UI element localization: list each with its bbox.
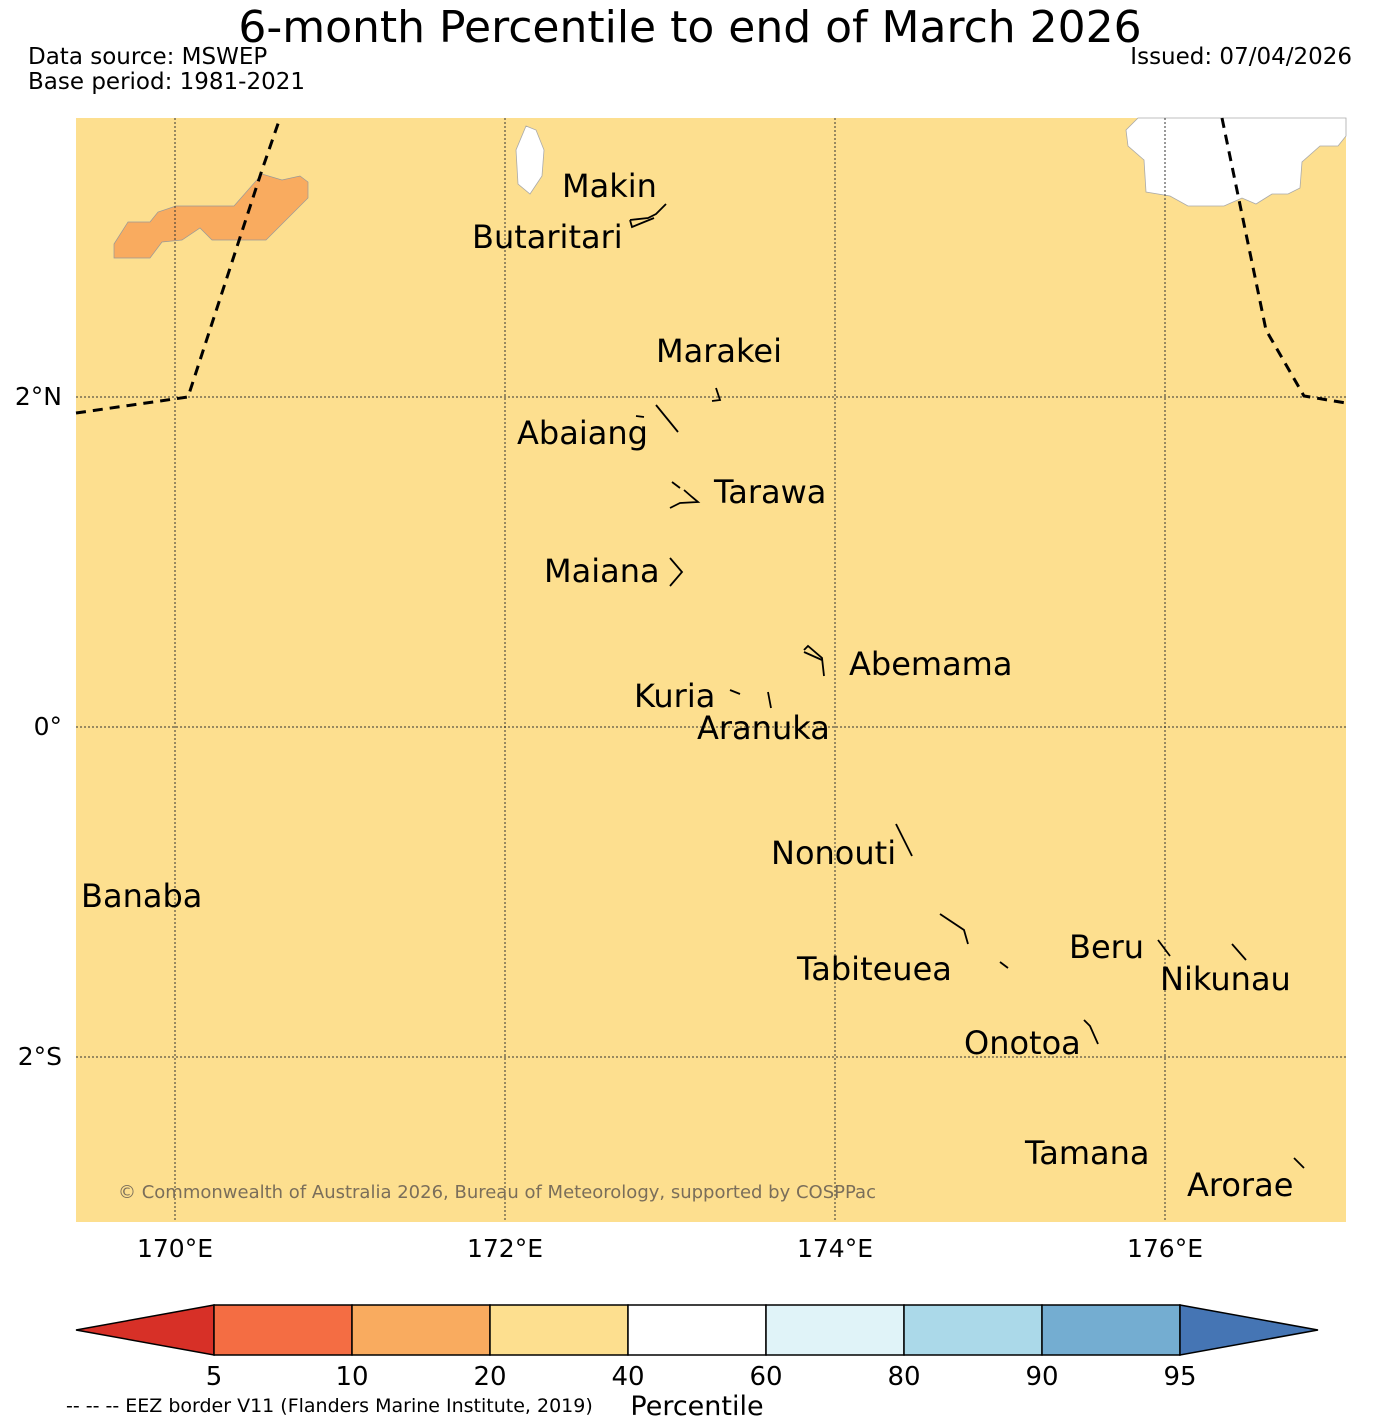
island-aranuka: [767, 691, 772, 709]
island-label-nikunau: Nikunau: [1160, 960, 1291, 998]
percentile-10-20-patch: [113, 173, 309, 259]
island-label-aranuka: Aranuka: [697, 709, 830, 747]
colorbar-tick-60: 60: [749, 1362, 782, 1392]
copyright-notice: © Commonwealth of Australia 2026, Bureau…: [118, 1182, 876, 1203]
white-region-northeast: [1125, 117, 1347, 207]
longitude-labels: 170°E 172°E 174°E 176°E: [137, 1234, 1203, 1263]
colorbar-segment-5-10: [213, 1304, 353, 1356]
island-onotoa: [1083, 1019, 1099, 1045]
island-label-tamana: Tamana: [1024, 1134, 1150, 1172]
issued-date: Issued: 07/04/2026: [1130, 44, 1352, 70]
colorbar-tick-95: 95: [1163, 1362, 1196, 1392]
island-beru: [1157, 939, 1171, 957]
eez-border-note: -- -- -- EEZ border V11 (Flanders Marine…: [66, 1395, 593, 1417]
island-nonouti: [895, 823, 913, 857]
colorbar: 5 10 20 40 60 80 90 95 Percentile: [75, 1304, 1319, 1422]
eez-border-west: [75, 117, 282, 415]
colorbar-tick-5: 5: [206, 1362, 223, 1392]
white-region-north: [515, 125, 545, 195]
lon-label-172e: 172°E: [467, 1234, 543, 1263]
island-abemama: [803, 644, 825, 677]
colorbar-segment-90-95: [1041, 1304, 1181, 1356]
island-butaritari: [629, 203, 667, 229]
island-tabiteuea-north: [939, 913, 969, 945]
island-outlines: [629, 203, 1305, 1169]
colorbar-tick-10: 10: [335, 1362, 368, 1392]
base-period: Base period: 1981-2021: [28, 69, 306, 95]
island-label-arorae: Arorae: [1187, 1166, 1293, 1204]
colorbar-tick-80: 80: [887, 1362, 920, 1392]
map-title: 6-month Percentile to end of March 2026: [238, 2, 1142, 53]
eez-borders: [75, 117, 1347, 415]
island-label-onotoa: Onotoa: [964, 1024, 1081, 1062]
colorbar-extend-low: [75, 1304, 215, 1356]
lat-label-0: 0°: [34, 712, 62, 741]
data-source: Data source: MSWEP: [28, 44, 268, 70]
island-label-butaritari: Butaritari: [472, 218, 623, 256]
island-abaiang: [655, 404, 679, 433]
colorbar-segment-60-80: [765, 1304, 905, 1356]
colorbar-segment-20-40: [489, 1304, 629, 1356]
island-label-abemama: Abemama: [849, 645, 1012, 683]
island-label-nonouti: Nonouti: [771, 834, 896, 872]
island-maiana: [669, 557, 684, 587]
island-marakei: [711, 387, 722, 402]
island-tarawa: [669, 481, 701, 509]
colorbar-extend-high: [1179, 1304, 1319, 1356]
colorbar-title: Percentile: [630, 1391, 763, 1422]
island-label-marakei: Marakei: [656, 332, 782, 370]
lat-label-2n: 2°N: [15, 382, 62, 411]
colorbar-tick-labels: 5 10 20 40 60 80 90 95: [206, 1362, 1197, 1392]
lat-label-2s: 2°S: [18, 1042, 62, 1071]
island-label-abaiang: Abaiang: [517, 414, 648, 452]
lon-label-170e: 170°E: [137, 1234, 213, 1263]
latitude-labels: 2°N 0° 2°S: [15, 382, 62, 1071]
colorbar-tick-90: 90: [1025, 1362, 1058, 1392]
island-abaiang-islet: [635, 415, 645, 418]
colorbar-segment-80-90: [903, 1304, 1043, 1356]
island-label-banaba: Banaba: [81, 877, 202, 915]
island-label-tabiteuea: Tabiteuea: [796, 950, 952, 988]
colorbar-tick-40: 40: [611, 1362, 644, 1392]
colorbar-segment-10-20: [351, 1304, 491, 1356]
island-label-maiana: Maiana: [544, 552, 660, 590]
lon-label-174e: 174°E: [797, 1234, 873, 1263]
island-labels: Makin Butaritari Marakei Abaiang Tarawa …: [81, 167, 1293, 1204]
island-arorae: [1293, 1157, 1305, 1169]
graticule: [76, 118, 1346, 1222]
map-background: [76, 118, 1346, 1222]
island-tabiteuea-south: [999, 961, 1009, 969]
lon-label-176e: 176°E: [1127, 1234, 1203, 1263]
colorbar-segment-40-60: [627, 1304, 767, 1356]
eez-border-east: [1220, 117, 1347, 405]
colorbar-tick-20: 20: [473, 1362, 506, 1392]
island-label-tarawa: Tarawa: [713, 473, 826, 511]
island-kuria: [729, 689, 741, 695]
island-label-beru: Beru: [1069, 928, 1144, 966]
island-nikunau: [1231, 943, 1247, 961]
island-label-makin: Makin: [562, 167, 657, 205]
island-label-kuria: Kuria: [634, 677, 715, 715]
